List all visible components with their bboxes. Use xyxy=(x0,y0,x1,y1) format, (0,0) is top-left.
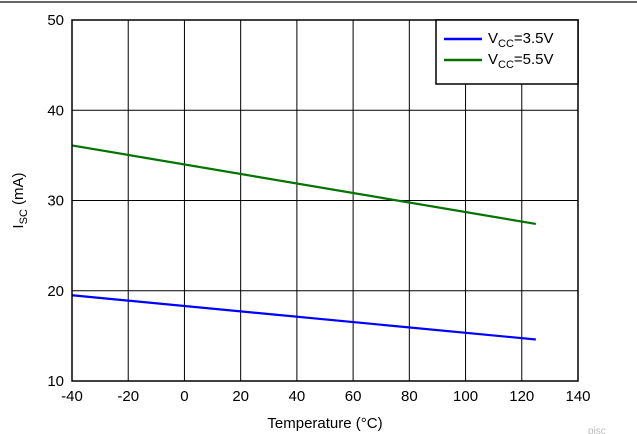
series-line-vcc-3v5 xyxy=(71,294,536,341)
x-tick-label: 20 xyxy=(232,388,249,405)
y-tick-label: 50 xyxy=(47,12,64,29)
x-tick-labels: -40 -20 0 20 40 60 80 100 120 140 xyxy=(61,388,590,405)
legend: VCC=3.5V VCC=5.5V xyxy=(435,19,579,85)
y-axis-label: ISC (mA) xyxy=(10,172,30,228)
x-tick-label: -40 xyxy=(61,388,83,405)
legend-entry-vcc-5v5: VCC=5.5V xyxy=(488,51,554,71)
x-tick-label: 40 xyxy=(289,388,306,405)
x-tick-label: 100 xyxy=(453,388,478,405)
x-tick-label: 140 xyxy=(565,388,590,405)
x-tick-label: 120 xyxy=(509,388,534,405)
x-axis-label: Temperature (°C) xyxy=(267,415,382,432)
legend-entry-vcc-3v5: VCC=3.5V xyxy=(488,30,554,50)
y-tick-label: 30 xyxy=(47,193,64,210)
watermark: pisc xyxy=(588,426,606,434)
series-lines xyxy=(71,144,537,341)
y-axis-label-subscript: SC xyxy=(18,209,30,224)
series-line-vcc-5v5 xyxy=(71,144,537,226)
y-tick-label: 20 xyxy=(47,283,64,300)
y-tick-label: 10 xyxy=(47,373,64,390)
x-tick-label: 80 xyxy=(401,388,418,405)
x-tick-label: -20 xyxy=(117,388,139,405)
legend-box xyxy=(435,19,579,85)
x-tick-label: 0 xyxy=(180,388,188,405)
y-tick-label: 40 xyxy=(47,102,64,119)
plot-frame xyxy=(71,19,579,382)
x-tick-label: 60 xyxy=(345,388,362,405)
y-tick-labels: 10 20 30 40 50 xyxy=(47,12,64,390)
